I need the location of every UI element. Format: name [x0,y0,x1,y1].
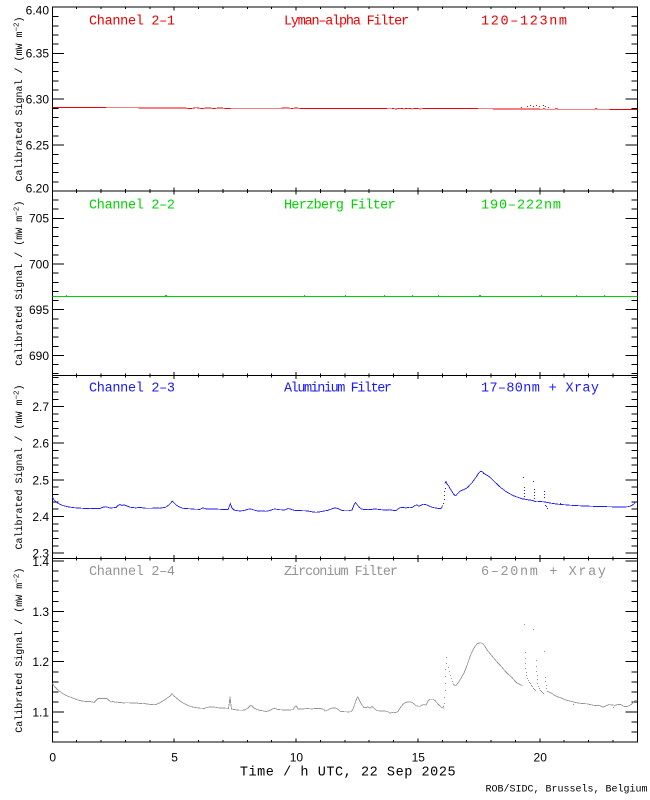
svg-text:2.4: 2.4 [32,510,49,524]
svg-text:2.6: 2.6 [32,437,49,451]
svg-text:Channel 2–2: Channel 2–2 [89,199,175,214]
svg-text:Lyman–alpha Filter: Lyman–alpha Filter [284,15,408,30]
svg-text:700: 700 [29,257,49,271]
svg-text:0: 0 [49,751,56,765]
svg-text:Calibrated Signal / (mW m−2): Calibrated Signal / (mW m−2) [14,568,27,733]
svg-text:Calibrated Signal / (mW m−2): Calibrated Signal / (mW m−2) [14,384,27,549]
svg-text:20: 20 [534,751,548,765]
svg-text:1.1: 1.1 [32,705,49,719]
svg-text:6.35: 6.35 [26,47,50,61]
svg-text:Channel 2–4: Channel 2–4 [89,565,175,580]
svg-text:1.2: 1.2 [32,655,49,669]
svg-text:Aluminium Filter: Aluminium Filter [284,382,391,397]
svg-text:Calibrated Signal / (mW m−2): Calibrated Signal / (mW m−2) [14,201,27,366]
svg-text:6.30: 6.30 [26,93,50,107]
svg-text:705: 705 [29,212,49,226]
svg-text:Channel 2–1: Channel 2–1 [89,15,175,30]
svg-text:120–123nm: 120–123nm [481,15,569,30]
svg-text:690: 690 [29,349,49,363]
svg-text:17–80nm + Xray: 17–80nm + Xray [481,382,599,397]
svg-text:695: 695 [29,303,49,317]
svg-text:2.5: 2.5 [32,473,49,487]
svg-text:2.7: 2.7 [32,400,49,414]
svg-text:10: 10 [290,751,304,765]
svg-text:6.25: 6.25 [26,139,50,153]
svg-text:15: 15 [412,751,426,765]
svg-text:6.40: 6.40 [26,4,50,18]
svg-text:190–222nm: 190–222nm [481,199,562,214]
svg-text:Calibrated Signal / (mW m−2): Calibrated Signal / (mW m−2) [14,16,27,181]
svg-text:5: 5 [171,751,178,765]
svg-text:1.3: 1.3 [32,605,49,619]
svg-text:Time / h UTC, 22 Sep 2025: Time / h UTC, 22 Sep 2025 [240,766,456,781]
svg-text:6–20nm + Xray: 6–20nm + Xray [481,565,608,580]
svg-text:Herzberg Filter: Herzberg Filter [284,199,395,214]
svg-text:Zirconium Filter: Zirconium Filter [284,565,397,580]
svg-text:2.3: 2.3 [32,547,49,561]
svg-text:1.4: 1.4 [32,555,49,569]
svg-text:ROB/SIDC, Brussels, Belgium: ROB/SIDC, Brussels, Belgium [485,784,647,796]
svg-text:6.20: 6.20 [26,181,50,195]
svg-text:Channel 2–3: Channel 2–3 [89,382,175,397]
